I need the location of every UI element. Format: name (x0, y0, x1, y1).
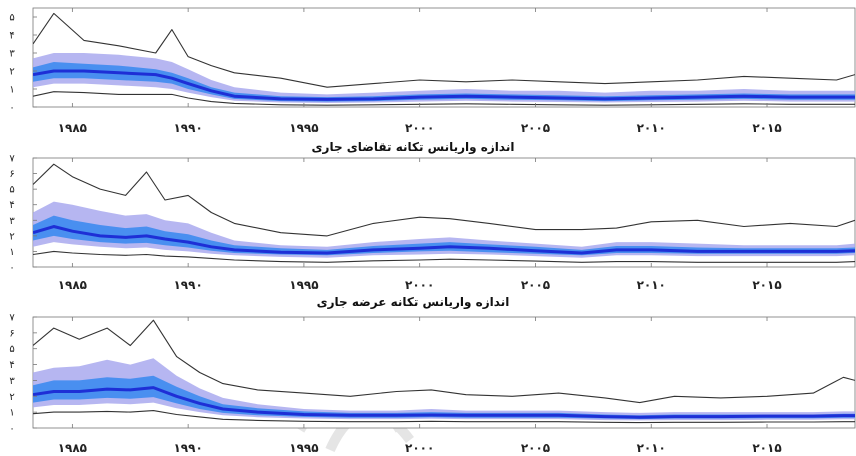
y-tick-label: ۳ (9, 216, 15, 227)
x-tick-label: ۲۰۰۰ (405, 441, 434, 455)
x-tick-label: ۲۰۱۰ (637, 121, 666, 135)
upper-bound-line (33, 319, 855, 404)
y-tick-label: ۱ (9, 408, 14, 419)
x-tick-label: ۱۹۸۵ (58, 441, 87, 455)
y-tick-label: ۲ (9, 231, 14, 242)
lower-bound-line (33, 410, 855, 424)
band-90-area (33, 358, 855, 421)
y-tick-label: ۳ (9, 376, 15, 387)
y-tick-label: ۵ (9, 185, 14, 196)
panel-2-title: اندازه واریانس تکانه تقاضای جاری (312, 140, 515, 155)
y-tick-label: ۴ (9, 200, 14, 211)
x-tick-label: ۲۰۱۵ (752, 121, 781, 135)
x-tick-label: ۲۰۰۵ (521, 441, 550, 455)
x-tick-label: ۱۹۹۰ (173, 278, 202, 292)
y-tick-label: ۵ (9, 13, 14, 24)
x-tick-label: ۲۰۱۵ (752, 278, 781, 292)
x-tick-label: ۱۹۸۵ (58, 121, 87, 135)
x-tick-label: ۱۹۹۵ (289, 121, 318, 135)
x-tick-label: ۲۰۰۵ (521, 121, 550, 135)
upper-bound-line (33, 12, 855, 88)
y-tick-label: ۶ (9, 169, 14, 180)
x-tick-label: ۲۰۰۵ (521, 278, 550, 292)
x-tick-label: ۲۰۱۰ (637, 278, 666, 292)
x-tick-label: ۲۰۱۰ (637, 441, 666, 455)
y-tick-label: ۳ (9, 49, 15, 60)
y-tick-label: ۲ (9, 392, 14, 403)
y-tick-label: ۰ (9, 103, 14, 114)
y-tick-label: ۷ (9, 154, 15, 165)
y-tick-label: ۵ (9, 344, 14, 355)
band-90-area (33, 201, 855, 258)
x-tick-label: ۱۹۹۰ (173, 441, 202, 455)
x-tick-label: ۲۰۰۰ (405, 278, 434, 292)
lower-bound-line (33, 250, 855, 263)
x-tick-label: ۱۹۸۵ (58, 278, 87, 292)
y-tick-label: ۷ (9, 313, 15, 324)
chart-panel-2: ۱۹۸۵ ۱۹۹۰ ۱۹۹۵ ۲۰۰۰ ۲۰۰۵ ۲۰۱۰ ۲۰۱۵ ۰ ۱ ۲ ۳ ۴ ۵ ۶ ۷ (9, 154, 856, 292)
median-line (33, 225, 855, 255)
y-tick-label: ۲ (9, 67, 14, 78)
band-90-area (33, 53, 855, 103)
x-tick-label: ۱۹۹۵ (289, 278, 318, 292)
y-tick-label: ۴ (9, 360, 14, 371)
y-tick-label: ۶ (9, 328, 14, 339)
x-tick-label: ۲۰۱۵ (752, 441, 781, 455)
median-line (33, 69, 855, 101)
y-tick-label: ۱ (9, 85, 14, 96)
x-tick-label: ۱۹۹۰ (173, 121, 202, 135)
median-line (33, 386, 855, 419)
x-tick-label: ۲۰۰۰ (405, 121, 434, 135)
upper-bound-line (33, 163, 855, 237)
chart-panel-1: ۱۹۸۵ ۱۹۹۰ ۱۹۹۵ ۲۰۰۰ ۲۰۰۵ ۲۰۱۰ ۲۰۱۵ ۰ ۱ ۲ ۳ ۴ ۵ (9, 7, 856, 135)
y-tick-label: ۴ (9, 31, 14, 42)
y-tick-label: ۱ (9, 247, 14, 258)
panel-3-title: اندازه واریانس تکانه عرضه جاری (317, 295, 510, 310)
y-tick-label: ۰ (9, 424, 14, 435)
lower-bound-line (33, 91, 855, 106)
x-tick-label: ۱۹۹۵ (289, 441, 318, 455)
band-68-area (33, 375, 855, 420)
chart-panel-3: ۱۹۸۵ ۱۹۹۰ ۱۹۹۵ ۲۰۰۰ ۲۰۰۵ ۲۰۱۰ ۲۰۱۵ ۰ ۱ ۲ ۳ ۴ ۵ ۶ ۷ (9, 313, 856, 455)
y-tick-label: ۰ (9, 263, 14, 274)
